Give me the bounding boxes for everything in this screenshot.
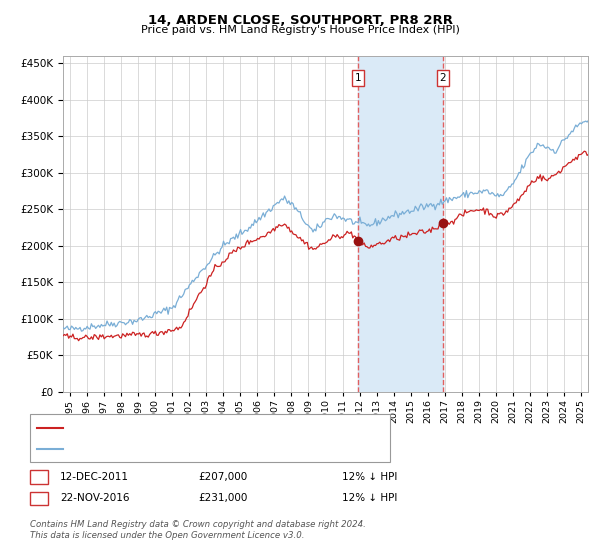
Text: 2: 2 [439,73,446,83]
Text: HPI: Average price, detached house, Sefton: HPI: Average price, detached house, Seft… [68,444,295,454]
Text: Contains HM Land Registry data © Crown copyright and database right 2024.
This d: Contains HM Land Registry data © Crown c… [30,520,366,540]
Text: 14, ARDEN CLOSE, SOUTHPORT, PR8 2RR (detached house): 14, ARDEN CLOSE, SOUTHPORT, PR8 2RR (det… [68,423,377,433]
Text: 12% ↓ HPI: 12% ↓ HPI [342,472,397,482]
Text: £231,000: £231,000 [198,493,247,503]
Text: Price paid vs. HM Land Registry's House Price Index (HPI): Price paid vs. HM Land Registry's House … [140,25,460,35]
Text: 12% ↓ HPI: 12% ↓ HPI [342,493,397,503]
Text: 1: 1 [35,472,43,482]
Text: 22-NOV-2016: 22-NOV-2016 [60,493,130,503]
Text: 12-DEC-2011: 12-DEC-2011 [60,472,129,482]
Bar [358,56,443,392]
Text: 1: 1 [355,73,362,83]
Text: £207,000: £207,000 [198,472,247,482]
Text: 2: 2 [35,493,43,503]
Text: 14, ARDEN CLOSE, SOUTHPORT, PR8 2RR: 14, ARDEN CLOSE, SOUTHPORT, PR8 2RR [148,14,452,27]
